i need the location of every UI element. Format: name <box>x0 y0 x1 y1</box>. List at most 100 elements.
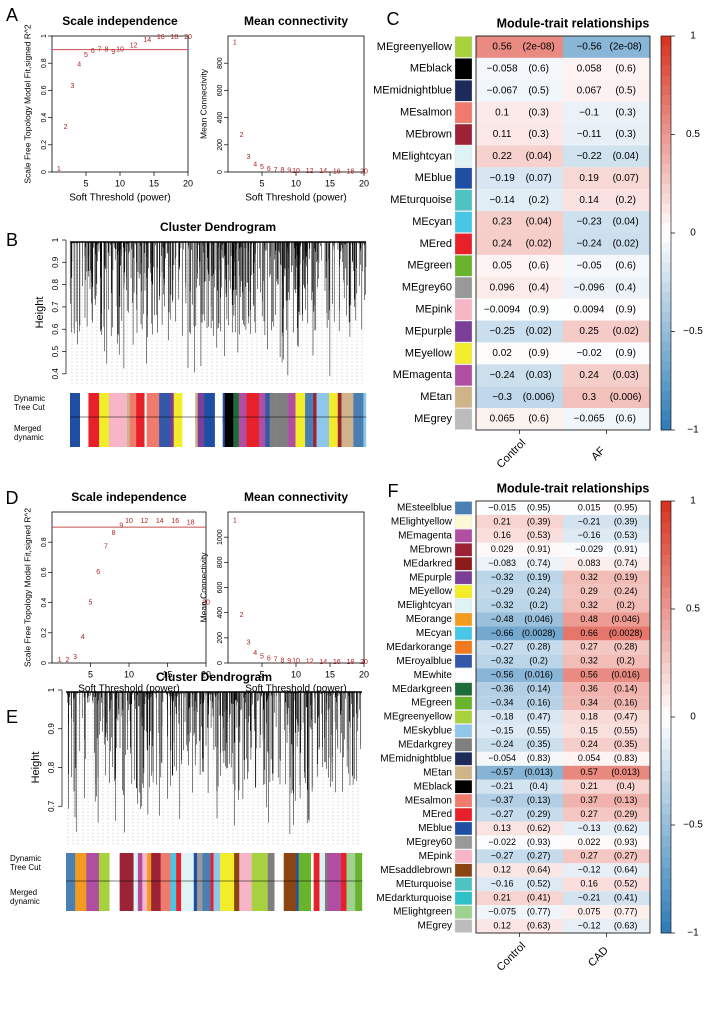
track-label: Merged <box>10 888 37 897</box>
heatmap-cell <box>476 821 563 836</box>
x-axis-label: Soft Threshold (power) <box>245 193 347 204</box>
module-color-block <box>311 881 314 911</box>
cell-correlation: −0.23 <box>576 217 602 228</box>
cell-pvalue: (0.28) <box>614 642 638 652</box>
module-color-block <box>108 393 120 423</box>
module-color-block <box>75 881 87 911</box>
colorbar-step <box>661 351 671 362</box>
module-color-block <box>146 393 160 423</box>
cell-correlation: −0.19 <box>489 173 515 184</box>
x-tick-label: 10 <box>124 669 134 679</box>
module-color-block <box>210 853 214 883</box>
module-color-block <box>341 417 354 447</box>
module-color-block <box>327 881 342 911</box>
x-tick-label: 10 <box>291 178 301 188</box>
module-color-block <box>283 853 297 883</box>
cell-correlation: 0.57 <box>580 767 598 777</box>
track-label: Tree Cut <box>14 403 46 412</box>
cell-correlation: 0.0094 <box>574 304 605 315</box>
module-color-block <box>313 417 317 447</box>
cell-correlation: 0.32 <box>580 600 598 610</box>
cell-pvalue: (0.6) <box>615 260 636 271</box>
cell-correlation: 0.21 <box>493 516 511 526</box>
cell-pvalue: (0.19) <box>614 572 638 582</box>
x-tick-label: 20 <box>201 669 211 679</box>
colorbar-step <box>661 124 671 135</box>
module-row-label: MEgrey60 <box>402 282 452 294</box>
heatmap-cell <box>563 101 650 124</box>
cell-pvalue: (0.04) <box>613 151 639 162</box>
cell-correlation: 0.25 <box>579 326 599 337</box>
module-color-block <box>151 853 161 883</box>
module-color-block <box>329 417 338 447</box>
module-color-block <box>66 881 76 911</box>
cell-pvalue: (0.53) <box>527 530 551 540</box>
module-row-label: MEred <box>423 809 452 820</box>
cell-pvalue: (0.29) <box>527 809 551 819</box>
data-point-label: 3 <box>70 83 74 90</box>
column-label: Control <box>495 940 529 974</box>
y-axis-label: Scale Free Topology Model Fit,signed R^2 <box>22 508 32 668</box>
module-color-block <box>263 853 268 883</box>
cell-pvalue: (0.0028) <box>522 628 556 638</box>
heatmap-cell <box>476 779 563 794</box>
module-color-block <box>170 853 177 883</box>
panel-letter-e: E <box>6 707 18 727</box>
colorbar-step <box>661 576 671 588</box>
colorbar-step <box>661 114 671 125</box>
module-color-block <box>88 417 100 447</box>
module-color-swatch <box>454 780 473 794</box>
module-row-label: MEcyan <box>412 216 452 228</box>
module-color-block <box>173 393 183 423</box>
colorbar-step <box>661 738 671 750</box>
cell-pvalue: (0.006) <box>610 392 642 403</box>
y-tick-label: 0.4 <box>41 113 48 123</box>
colorbar-tick-label: 0 <box>690 712 696 723</box>
cell-pvalue: (0.02) <box>613 239 639 250</box>
cell-correlation: −0.34 <box>491 697 514 707</box>
cell-pvalue: (0.47) <box>527 711 551 721</box>
colorbar-step <box>661 717 671 729</box>
module-color-swatch <box>454 905 473 919</box>
data-point-label: 6 <box>96 569 100 576</box>
module-color-block <box>151 881 161 911</box>
heatmap-cell <box>476 167 563 190</box>
cell-pvalue: (0.13) <box>614 795 638 805</box>
cell-correlation: −0.02 <box>576 348 602 359</box>
module-color-block <box>179 881 182 911</box>
cell-correlation: −0.57 <box>491 767 514 777</box>
cell-correlation: −0.11 <box>577 129 602 140</box>
cell-pvalue: (0.3) <box>528 129 549 140</box>
heatmap-cell <box>476 696 563 711</box>
cell-pvalue: (0.35) <box>527 739 551 749</box>
colorbar-step <box>661 311 671 322</box>
data-point-label: 1 <box>57 166 61 173</box>
cell-correlation: 0.15 <box>580 725 598 735</box>
heatmap-cell <box>563 737 650 752</box>
y-tick-label: 0.6 <box>41 567 48 577</box>
cell-correlation: 0.02 <box>492 348 512 359</box>
plot-title: Mean connectivity <box>244 490 348 504</box>
module-color-block <box>170 881 177 911</box>
module-color-block <box>119 881 134 911</box>
heatmap-cell <box>563 682 650 697</box>
cell-pvalue: (0.9) <box>528 304 549 315</box>
x-tick-label: 15 <box>162 669 172 679</box>
module-color-swatch <box>454 919 473 933</box>
colorbar-step <box>661 85 671 96</box>
module-row-label: MEwhite <box>414 670 453 681</box>
heatmap-cell <box>563 821 650 836</box>
plot-title: Cluster Dendrogram <box>160 220 276 234</box>
module-color-block <box>288 417 296 447</box>
y-tick-label: 0.9 <box>47 723 56 735</box>
module-color-block <box>80 417 89 447</box>
module-color-swatch <box>454 80 473 102</box>
heatmap-cell <box>563 863 650 878</box>
cell-pvalue: (2e-08) <box>610 42 642 53</box>
plot-frame <box>51 511 207 664</box>
cell-correlation: 0.058 <box>577 63 602 74</box>
heatmap-cell <box>563 905 650 920</box>
module-color-block <box>224 393 234 423</box>
cell-correlation: −0.16 <box>578 530 601 540</box>
data-point-label: 5 <box>260 654 264 661</box>
